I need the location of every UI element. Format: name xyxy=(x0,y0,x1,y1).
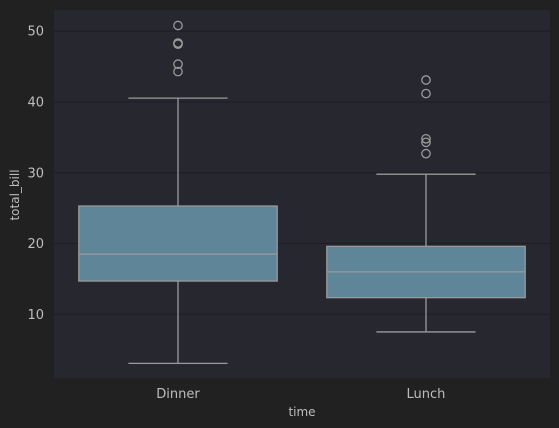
outlier-point xyxy=(421,137,431,148)
box-group-lunch xyxy=(326,75,526,333)
outlier-point xyxy=(421,88,431,99)
y-tick-label: 10 xyxy=(27,308,44,323)
y-tick-label: 50 xyxy=(27,25,44,40)
iqr-box xyxy=(78,205,278,282)
outlier-point xyxy=(173,66,183,77)
y-tick-label: 20 xyxy=(27,237,44,252)
plot-area xyxy=(54,10,550,378)
outlier-point xyxy=(173,38,183,48)
boxes xyxy=(78,20,526,365)
x-axis-ticks: Dinner Lunch xyxy=(156,387,445,402)
x-tick-label: Lunch xyxy=(407,387,446,402)
outlier-point xyxy=(173,59,183,69)
box-group-dinner xyxy=(78,20,278,365)
outlier-point xyxy=(421,133,431,144)
outlier-point xyxy=(173,20,183,31)
y-tick-label: 40 xyxy=(27,96,44,111)
x-tick-label: Dinner xyxy=(156,387,200,402)
y-axis-label: total_bill xyxy=(8,169,22,220)
outlier-point xyxy=(421,75,431,85)
outlier-point xyxy=(421,148,431,159)
y-tick-label: 30 xyxy=(27,166,44,181)
y-axis-ticks: 10 20 30 40 50 xyxy=(27,25,44,323)
x-axis-label: time xyxy=(288,405,315,419)
